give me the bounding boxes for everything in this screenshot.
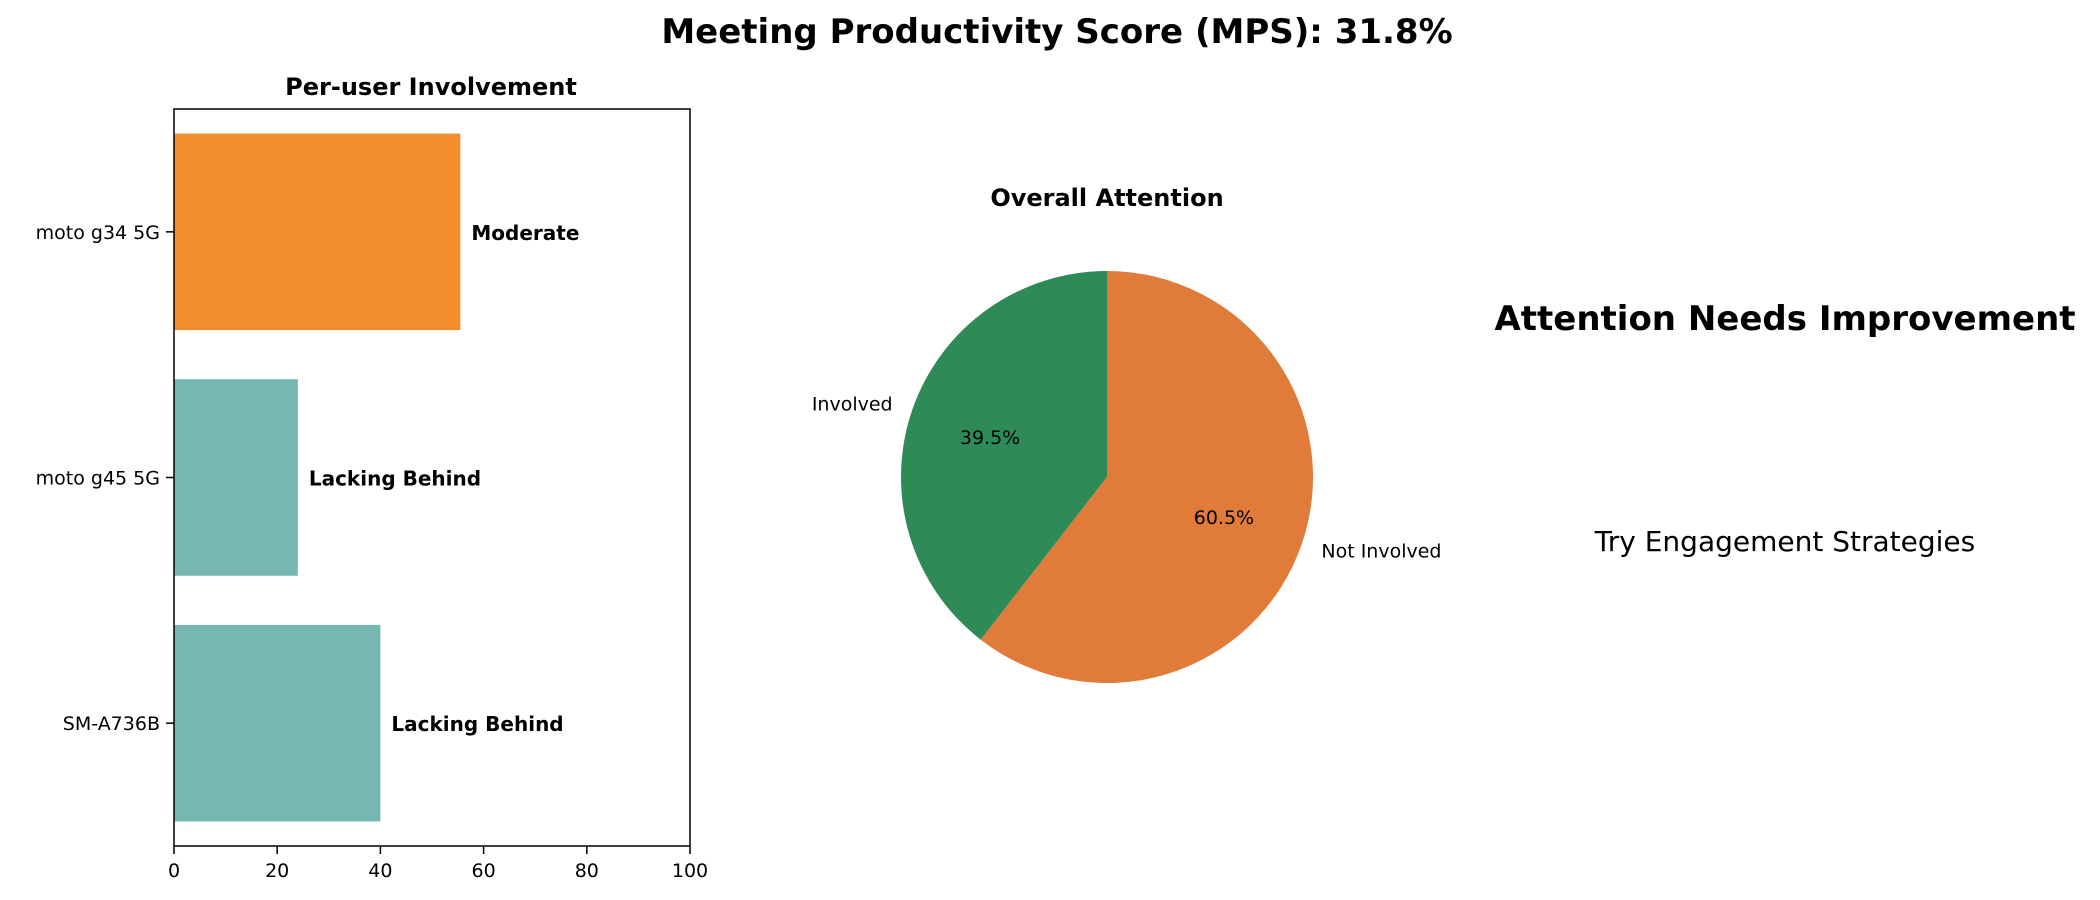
figure-title: Meeting Productivity Score (MPS): 31.8% <box>661 12 1452 52</box>
status-panel: Attention Needs Improvement Try Engageme… <box>1494 299 2075 558</box>
pie-pct-label: 39.5% <box>960 427 1020 449</box>
bar-chart-title: Per-user Involvement <box>285 73 577 101</box>
pie-chart-plot: 39.5% Involved 60.5% Not Involved <box>812 271 1442 683</box>
bar-value-label: Moderate <box>471 221 579 245</box>
y-tick-label: moto g45 5G <box>36 468 160 490</box>
bar-chart-plot: Moderate moto g34 5G Lacking Behind moto g4… <box>36 108 708 882</box>
status-headline: Attention Needs Improvement <box>1494 299 2075 339</box>
x-tick-label: 40 <box>368 860 392 882</box>
bar-value-label: Lacking Behind <box>391 712 563 736</box>
plot-frame <box>173 108 691 847</box>
y-tick-label: SM-A736B <box>63 713 160 735</box>
x-tick-label: 100 <box>672 860 708 882</box>
bar-chart-panel: Per-user Involvement Moderate moto g34 5G… <box>36 73 708 882</box>
pie-chart-title: Overall Attention <box>990 184 1223 212</box>
pie-chart-panel: Overall Attention 39.5% Involved 60.5% Not … <box>812 184 1442 683</box>
bar <box>174 379 298 576</box>
pie-slice <box>901 271 1107 640</box>
bar <box>174 624 381 822</box>
pie-slice <box>980 271 1314 683</box>
x-tick-label: 60 <box>472 860 496 882</box>
pie-pct-label: 60.5% <box>1194 507 1254 529</box>
status-recommendation: Try Engagement Strategies <box>1594 525 1975 558</box>
x-tick-label: 0 <box>168 860 180 882</box>
x-tick-label: 80 <box>575 860 599 882</box>
bar <box>174 133 461 331</box>
x-tick-label: 20 <box>265 860 289 882</box>
bar-value-label: Lacking Behind <box>309 467 481 491</box>
y-tick-label: moto g34 5G <box>36 222 160 244</box>
pie-slice-label: Not Involved <box>1321 540 1441 562</box>
pie-slice-label: Involved <box>812 394 893 416</box>
